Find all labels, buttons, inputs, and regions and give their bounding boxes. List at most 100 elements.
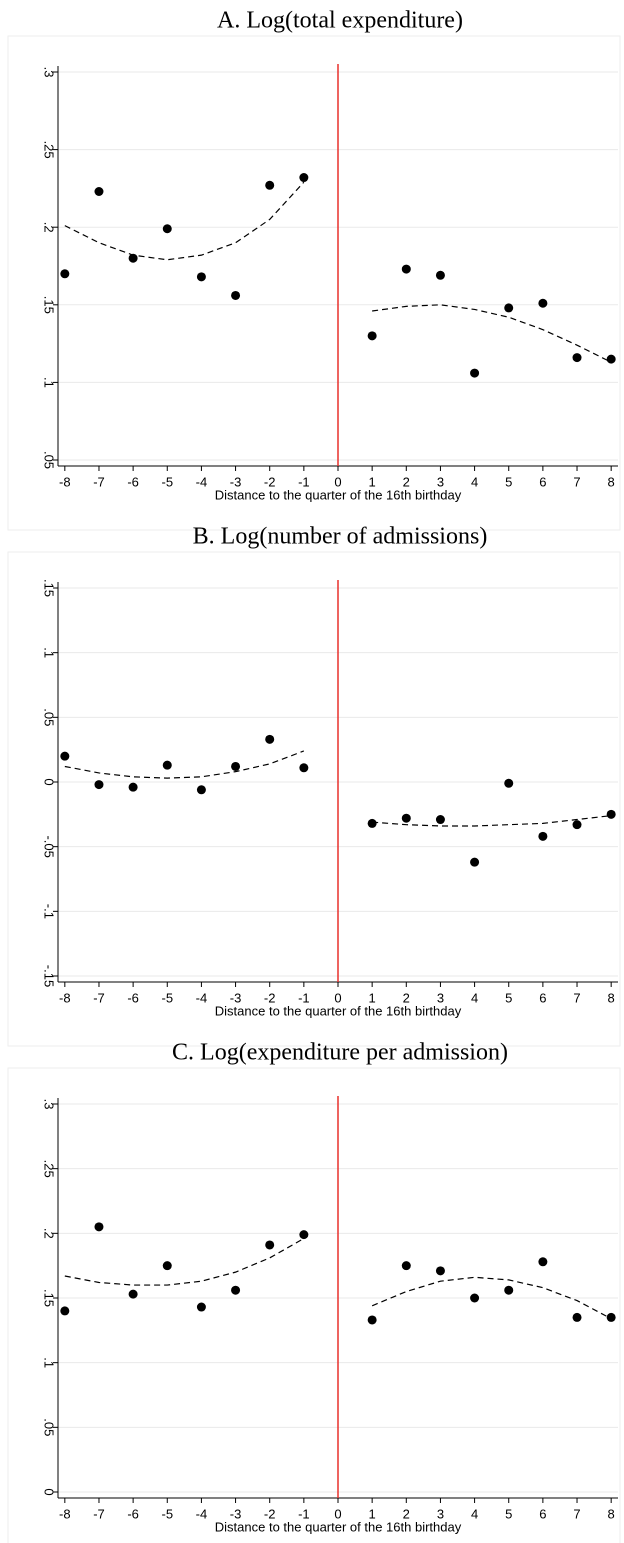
panel: C. Log(expenditure per admission) 0 .05 .1.… bbox=[7, 1040, 621, 1543]
x-tick-label: -1 bbox=[298, 474, 310, 489]
data-point bbox=[435, 270, 445, 280]
y-tick-label: .15 bbox=[42, 579, 57, 597]
y-tick-label: .1 bbox=[42, 1357, 57, 1368]
x-tick-label: 7 bbox=[573, 1506, 580, 1521]
y-tick-label: 0 bbox=[42, 778, 57, 785]
y-tick-label: .2 bbox=[42, 222, 57, 233]
y-tick-label: .15 bbox=[42, 296, 57, 314]
data-point bbox=[606, 1312, 616, 1322]
chart-title: C. Log(expenditure per admission) bbox=[172, 1040, 508, 1066]
x-tick-label: -3 bbox=[230, 990, 242, 1005]
chart-title: B. Log(number of admissions) bbox=[193, 524, 488, 550]
data-point bbox=[538, 1257, 548, 1267]
x-tick-label: 2 bbox=[403, 990, 410, 1005]
x-tick-label: -1 bbox=[298, 1506, 310, 1521]
x-tick-label: -4 bbox=[196, 1506, 208, 1521]
y-tick-label: -.1 bbox=[42, 904, 57, 919]
data-point bbox=[231, 1285, 241, 1295]
panel: B. Log(number of admissions) -.15 -.1 -.05 0… bbox=[7, 524, 621, 1047]
x-tick-label: 8 bbox=[608, 1506, 615, 1521]
x-tick-label: -2 bbox=[264, 1506, 276, 1521]
y-tick-label: .05 bbox=[42, 451, 57, 469]
y-tick-label: -.15 bbox=[42, 965, 57, 987]
x-tick-label: -7 bbox=[93, 474, 105, 489]
data-point bbox=[538, 831, 548, 841]
data-point bbox=[504, 1285, 514, 1295]
panel-frame bbox=[7, 1067, 621, 1543]
y-tick-label: .1 bbox=[42, 377, 57, 388]
fit-line bbox=[64, 1237, 305, 1286]
data-point bbox=[470, 1293, 480, 1303]
data-point bbox=[94, 780, 104, 790]
x-tick-label: 6 bbox=[539, 1506, 546, 1521]
data-point bbox=[606, 809, 616, 819]
data-point bbox=[606, 354, 616, 364]
data-point bbox=[94, 1222, 104, 1232]
x-tick-label: 1 bbox=[369, 990, 376, 1005]
x-tick-label: -5 bbox=[161, 474, 173, 489]
x-tick-label: 6 bbox=[539, 990, 546, 1005]
x-tick-label: -3 bbox=[230, 1506, 242, 1521]
data-point bbox=[572, 820, 582, 830]
x-tick-label: -8 bbox=[59, 1506, 71, 1521]
x-tick-label: 4 bbox=[471, 474, 478, 489]
x-tick-label: 3 bbox=[437, 474, 444, 489]
y-tick-label: .15 bbox=[42, 1289, 57, 1307]
data-point bbox=[265, 180, 275, 190]
x-tick-label: 5 bbox=[505, 474, 512, 489]
x-tick-label: -4 bbox=[196, 990, 208, 1005]
y-tick-label: .1 bbox=[42, 647, 57, 658]
data-point bbox=[470, 368, 480, 378]
data-point bbox=[504, 303, 514, 313]
panel-frame bbox=[7, 35, 621, 531]
x-tick-label: -3 bbox=[230, 474, 242, 489]
data-point bbox=[572, 1312, 582, 1322]
data-point bbox=[60, 751, 70, 761]
x-tick-label: 3 bbox=[437, 1506, 444, 1521]
x-tick-label: 0 bbox=[334, 474, 341, 489]
x-tick-label: -2 bbox=[264, 990, 276, 1005]
x-tick-label: 1 bbox=[369, 474, 376, 489]
data-point bbox=[60, 1306, 70, 1316]
data-point bbox=[470, 857, 480, 867]
data-point bbox=[504, 778, 514, 788]
data-point bbox=[435, 1266, 445, 1276]
data-point bbox=[265, 734, 275, 744]
x-tick-label: -7 bbox=[93, 990, 105, 1005]
chart-title: A. Log(total expenditure) bbox=[217, 8, 463, 34]
x-tick-label: -8 bbox=[59, 990, 71, 1005]
x-tick-label: -8 bbox=[59, 474, 71, 489]
data-point bbox=[299, 173, 309, 183]
y-tick-label: -.05 bbox=[42, 835, 57, 857]
x-tick-label: 2 bbox=[403, 474, 410, 489]
x-tick-label: 0 bbox=[334, 990, 341, 1005]
x-tick-label: 2 bbox=[403, 1506, 410, 1521]
data-point bbox=[60, 269, 70, 279]
x-tick-label: -4 bbox=[196, 474, 208, 489]
x-tick-label: 3 bbox=[437, 990, 444, 1005]
data-point bbox=[367, 1315, 377, 1325]
data-point bbox=[538, 298, 548, 308]
fit-line bbox=[371, 1276, 612, 1320]
data-point bbox=[231, 290, 241, 300]
fit-line bbox=[372, 304, 612, 363]
panel-frame bbox=[7, 551, 621, 1047]
data-point bbox=[367, 331, 377, 341]
x-tick-label: 8 bbox=[608, 990, 615, 1005]
x-axis-label: Distance to the quarter of the 16th birt… bbox=[215, 1003, 462, 1018]
data-point bbox=[196, 785, 206, 795]
fit-line bbox=[64, 181, 305, 261]
data-point bbox=[128, 782, 138, 792]
fit-line bbox=[64, 750, 305, 779]
x-tick-label: 4 bbox=[471, 990, 478, 1005]
x-tick-label: 5 bbox=[505, 1506, 512, 1521]
y-tick-label: .25 bbox=[42, 1160, 57, 1178]
data-point bbox=[162, 1261, 172, 1271]
data-point bbox=[435, 815, 445, 825]
data-point bbox=[128, 1289, 138, 1299]
data-point bbox=[401, 264, 411, 274]
data-point bbox=[367, 818, 377, 828]
x-tick-label: -5 bbox=[161, 1506, 173, 1521]
panel: A. Log(total expenditure) .05 .1 .15 .2 .25 .3… bbox=[7, 8, 621, 531]
